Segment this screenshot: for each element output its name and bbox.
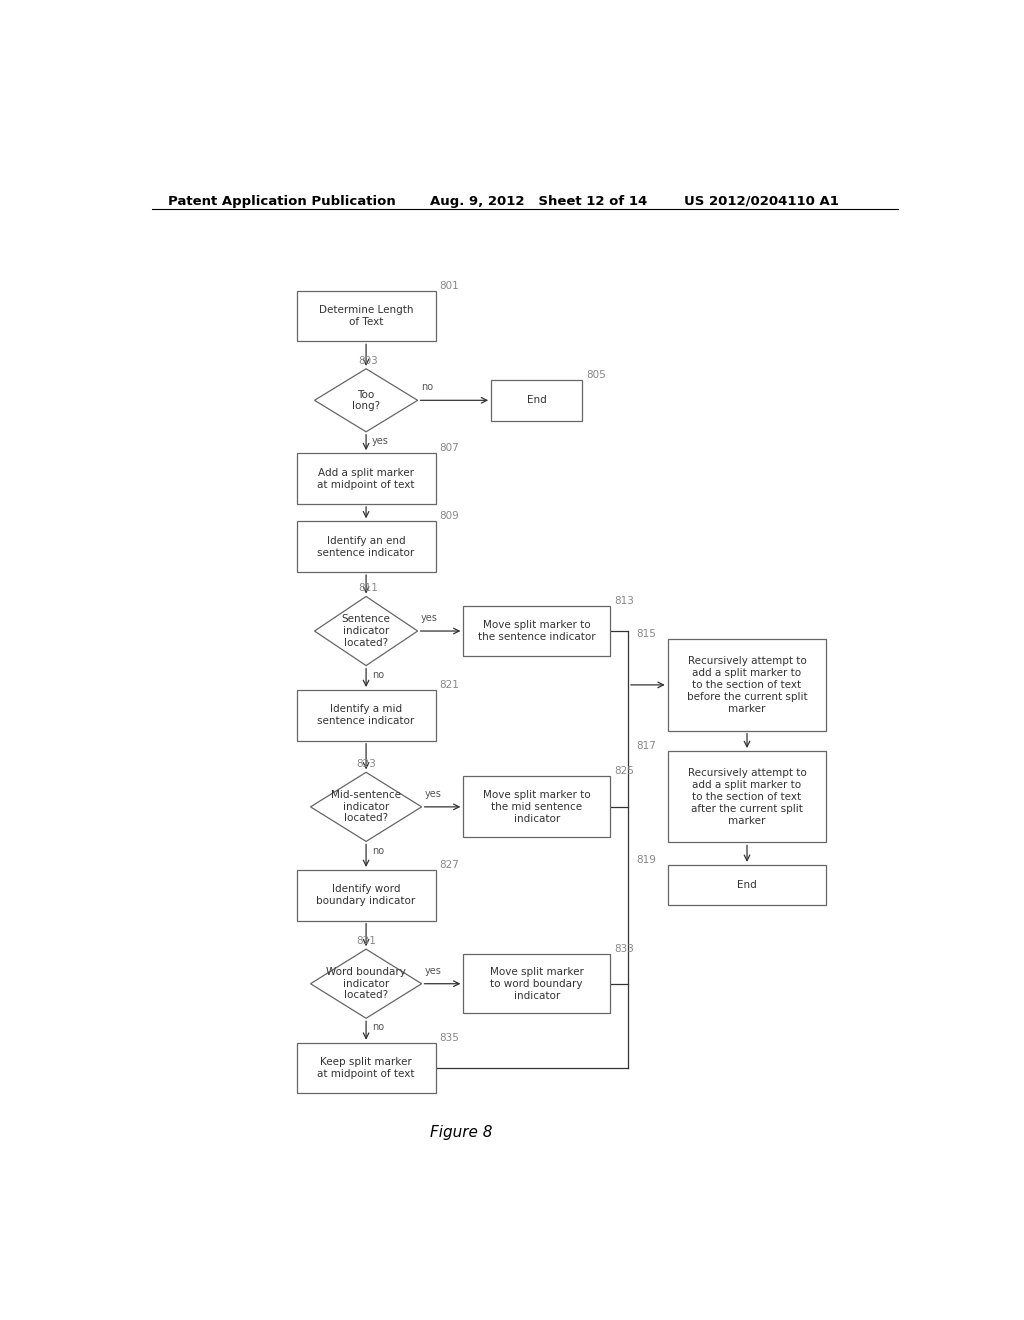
Text: Move split marker
to word boundary
indicator: Move split marker to word boundary indic… [489, 966, 584, 1001]
FancyBboxPatch shape [463, 954, 610, 1014]
Text: Identify a mid
sentence indicator: Identify a mid sentence indicator [317, 705, 415, 726]
Text: Move split marker to
the sentence indicator: Move split marker to the sentence indica… [478, 620, 596, 642]
Text: 833: 833 [614, 944, 634, 954]
Text: yes: yes [421, 612, 437, 623]
Text: Recursively attempt to
add a split marker to
to the section of text
after the cu: Recursively attempt to add a split marke… [688, 768, 806, 826]
Text: 813: 813 [614, 595, 634, 606]
Text: Keep split marker
at midpoint of text: Keep split marker at midpoint of text [317, 1057, 415, 1078]
Text: 835: 835 [439, 1032, 460, 1043]
Text: Aug. 9, 2012   Sheet 12 of 14: Aug. 9, 2012 Sheet 12 of 14 [430, 195, 647, 209]
Text: Move split marker to
the mid sentence
indicator: Move split marker to the mid sentence in… [483, 789, 591, 824]
FancyBboxPatch shape [463, 776, 610, 837]
Polygon shape [310, 949, 422, 1018]
Text: Identify word
boundary indicator: Identify word boundary indicator [316, 884, 416, 907]
FancyBboxPatch shape [297, 1043, 435, 1093]
Text: Identify an end
sentence indicator: Identify an end sentence indicator [317, 536, 415, 557]
Text: 805: 805 [587, 370, 606, 380]
Text: End: End [737, 880, 757, 890]
Text: Recursively attempt to
add a split marker to
to the section of text
before the c: Recursively attempt to add a split marke… [687, 656, 807, 714]
Text: no: no [421, 381, 433, 392]
Text: 803: 803 [358, 356, 378, 366]
Text: no: no [372, 1023, 384, 1032]
FancyBboxPatch shape [297, 290, 435, 342]
Text: 821: 821 [439, 680, 460, 690]
Text: no: no [372, 846, 384, 855]
Text: yes: yes [372, 436, 388, 446]
Polygon shape [314, 597, 418, 665]
Text: yes: yes [425, 965, 441, 975]
Text: Add a split marker
at midpoint of text: Add a split marker at midpoint of text [317, 467, 415, 490]
Text: 825: 825 [614, 767, 634, 776]
Text: 819: 819 [636, 855, 655, 865]
FancyBboxPatch shape [668, 639, 826, 731]
Text: Figure 8: Figure 8 [430, 1125, 493, 1139]
Polygon shape [310, 772, 422, 841]
Text: 801: 801 [439, 281, 459, 290]
Text: yes: yes [425, 788, 441, 799]
FancyBboxPatch shape [492, 380, 583, 421]
Text: US 2012/0204110 A1: US 2012/0204110 A1 [684, 195, 839, 209]
Text: Mid-sentence
indicator
located?: Mid-sentence indicator located? [331, 791, 401, 824]
FancyBboxPatch shape [297, 453, 435, 504]
Text: 815: 815 [636, 630, 655, 639]
Text: 831: 831 [356, 936, 377, 946]
Polygon shape [314, 368, 418, 432]
FancyBboxPatch shape [668, 865, 826, 906]
Text: Determine Length
of Text: Determine Length of Text [318, 305, 414, 327]
FancyBboxPatch shape [297, 521, 435, 572]
FancyBboxPatch shape [668, 751, 826, 842]
Text: Patent Application Publication: Patent Application Publication [168, 195, 395, 209]
Text: 817: 817 [636, 741, 655, 751]
Text: 827: 827 [439, 859, 460, 870]
FancyBboxPatch shape [297, 690, 435, 741]
Text: 809: 809 [439, 511, 459, 521]
Text: 807: 807 [439, 444, 459, 453]
FancyBboxPatch shape [297, 870, 435, 921]
FancyBboxPatch shape [463, 606, 610, 656]
Text: Word boundary
indicator
located?: Word boundary indicator located? [326, 968, 407, 1001]
Text: Sentence
indicator
located?: Sentence indicator located? [342, 614, 390, 648]
Text: End: End [526, 395, 547, 405]
Text: 811: 811 [358, 583, 378, 594]
Text: no: no [372, 669, 384, 680]
Text: 823: 823 [356, 759, 377, 770]
Text: Too
long?: Too long? [352, 389, 380, 411]
